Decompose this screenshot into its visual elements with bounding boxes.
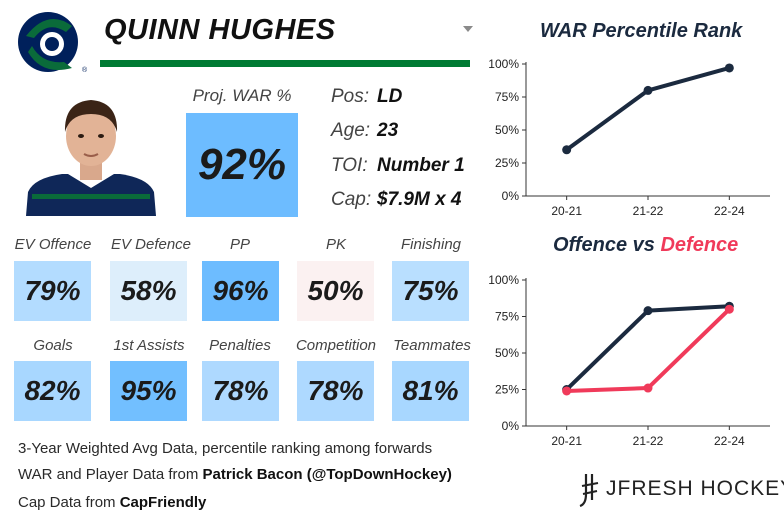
jfresh-mark-icon [579, 474, 599, 508]
metric-label-finishing: Finishing [400, 236, 462, 253]
age-value: 23 [377, 120, 399, 141]
cap-value: $7.9M x 4 [377, 189, 462, 210]
metric-box-teammates: 81% [392, 361, 469, 421]
metric-label-pk: PK [325, 236, 346, 253]
metric-label-ev-offence: EV Offence [14, 236, 92, 253]
chart-war-percentile: 0% 25% 50% 75% 100% 20-21 21-22 22-24 [488, 57, 770, 218]
series-line-defence [564, 307, 732, 393]
x-tick-label: 21-22 [633, 434, 664, 448]
chart-war-title: WAR Percentile Rank [540, 20, 743, 42]
y-tick-label: 100% [488, 273, 519, 287]
chart-title-defence: Defence [660, 234, 739, 256]
metric-box-first-assists: 95% [110, 361, 187, 421]
series-line-offence [564, 304, 732, 392]
footer-war-source-name: Patrick Bacon (@TopDownHockey) [202, 466, 452, 483]
y-tick-label: 75% [495, 90, 519, 104]
chart-offence-vs-defence: 0% 25% 50% 75% 100% 20-21 21-22 22-24 [488, 273, 770, 448]
age-label: Age: [331, 120, 371, 141]
y-tick-label: 100% [488, 57, 519, 71]
data-point [562, 386, 572, 396]
chart-offence-defence-title: Offence vs Defence [553, 234, 738, 257]
metric-box-goals: 82% [14, 361, 91, 421]
name-underline-bar [100, 60, 470, 67]
y-tick-label: 25% [495, 156, 519, 170]
metric-box-pp: 96% [202, 261, 279, 321]
metric-box-ev-offence: 79% [14, 261, 91, 321]
metric-label-ev-defence: EV Defence [110, 236, 192, 253]
pos-label: Pos: [331, 86, 370, 107]
team-logo: ® [18, 12, 88, 74]
metric-box-finishing: 75% [392, 261, 469, 321]
data-point [562, 145, 572, 155]
player-name: QUINN HUGHES [104, 14, 336, 46]
y-tick-label: 25% [495, 383, 519, 397]
metric-box-ev-defence: 58% [110, 261, 187, 321]
data-point [643, 383, 653, 393]
metric-label-pp: PP [229, 236, 250, 253]
toi-label: TOI: [331, 155, 368, 176]
svg-text:®: ® [82, 66, 88, 74]
metric-label-first-assists: 1st Assists [113, 337, 185, 354]
y-tick-label: 0% [502, 419, 520, 433]
metric-box-pk: 50% [297, 261, 374, 321]
data-point [643, 85, 653, 95]
footer-cap-source: Cap Data from CapFriendly [18, 494, 206, 511]
x-tick-label: 21-22 [633, 204, 664, 218]
x-tick-label: 22-24 [714, 434, 745, 448]
pos-value: LD [377, 86, 403, 107]
cap-label: Cap: [331, 189, 372, 210]
chart-title-offence: Offence [553, 234, 628, 256]
footer-war-source-prefix: WAR and Player Data from [18, 466, 203, 483]
metric-label-competition: Competition [295, 337, 377, 354]
x-tick-label: 20-21 [551, 204, 582, 218]
y-tick-label: 50% [495, 346, 519, 360]
y-tick-label: 75% [495, 310, 519, 324]
metric-label-teammates: Teammates [393, 337, 471, 354]
y-tick-label: 0% [502, 189, 520, 203]
data-point [724, 304, 734, 314]
footer-methodology: 3-Year Weighted Avg Data, percentile ran… [18, 440, 433, 457]
chart-title-vs: vs [627, 234, 661, 256]
series-line-0 [564, 65, 732, 152]
proj-war-value: 92% [186, 113, 298, 217]
toi-value: Number 1 [377, 155, 465, 176]
footer-cap-source-prefix: Cap Data from [18, 494, 120, 511]
player-dropdown-chevron-icon[interactable] [463, 26, 473, 32]
data-point [643, 306, 653, 316]
x-tick-label: 22-24 [714, 204, 745, 218]
brand-logo: JFRESH HOCKEY [578, 472, 784, 508]
footer-cap-source-name: CapFriendly [119, 494, 207, 511]
proj-war-label: Proj. WAR % [192, 86, 292, 105]
footer-war-source: WAR and Player Data from Patrick Bacon (… [18, 466, 452, 483]
metric-label-goals: Goals [33, 337, 73, 354]
y-tick-label: 50% [495, 123, 519, 137]
metric-label-penalties: Penalties [209, 337, 271, 354]
metric-box-competition: 78% [297, 361, 374, 421]
brand-name: JFRESH HOCKEY [606, 477, 784, 500]
metric-box-penalties: 78% [202, 361, 279, 421]
data-point [724, 63, 734, 73]
x-tick-label: 20-21 [551, 434, 582, 448]
player-photo [22, 88, 160, 216]
